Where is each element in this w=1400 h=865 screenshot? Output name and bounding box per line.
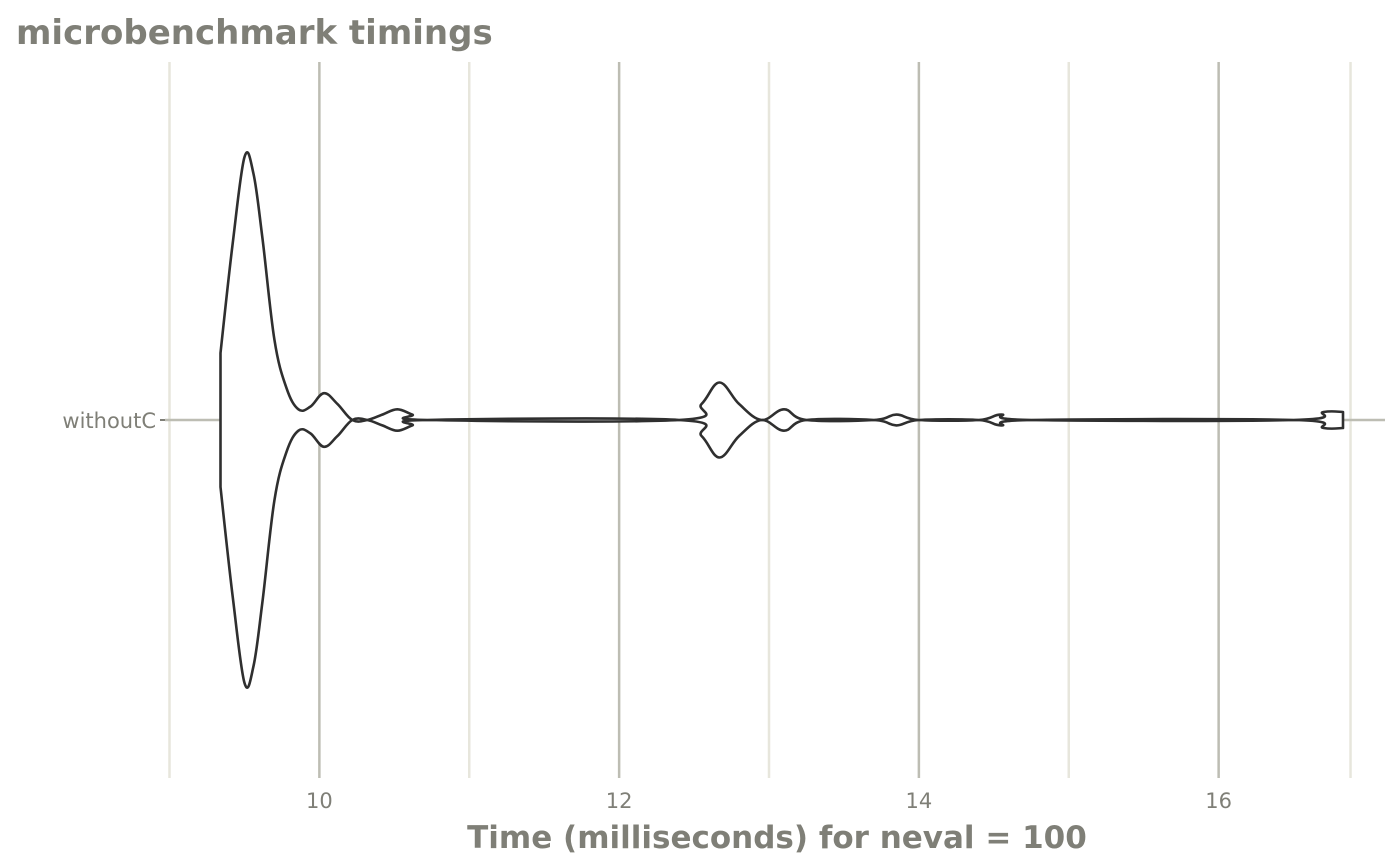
- x-tick-label: 10: [306, 789, 333, 813]
- category-label: withoutC: [62, 409, 156, 433]
- violin-shape: [219, 151, 1345, 689]
- x-tick-label: 16: [1205, 789, 1232, 813]
- chart-title: microbenchmark timings: [16, 13, 493, 53]
- x-tick-labels: 10 12 14 16: [306, 789, 1232, 813]
- violin-layer: [219, 151, 1345, 689]
- x-tick-label: 14: [906, 789, 933, 813]
- x-tick-label: 12: [606, 789, 633, 813]
- x-axis-title: Time (milliseconds) for neval = 100: [467, 820, 1087, 856]
